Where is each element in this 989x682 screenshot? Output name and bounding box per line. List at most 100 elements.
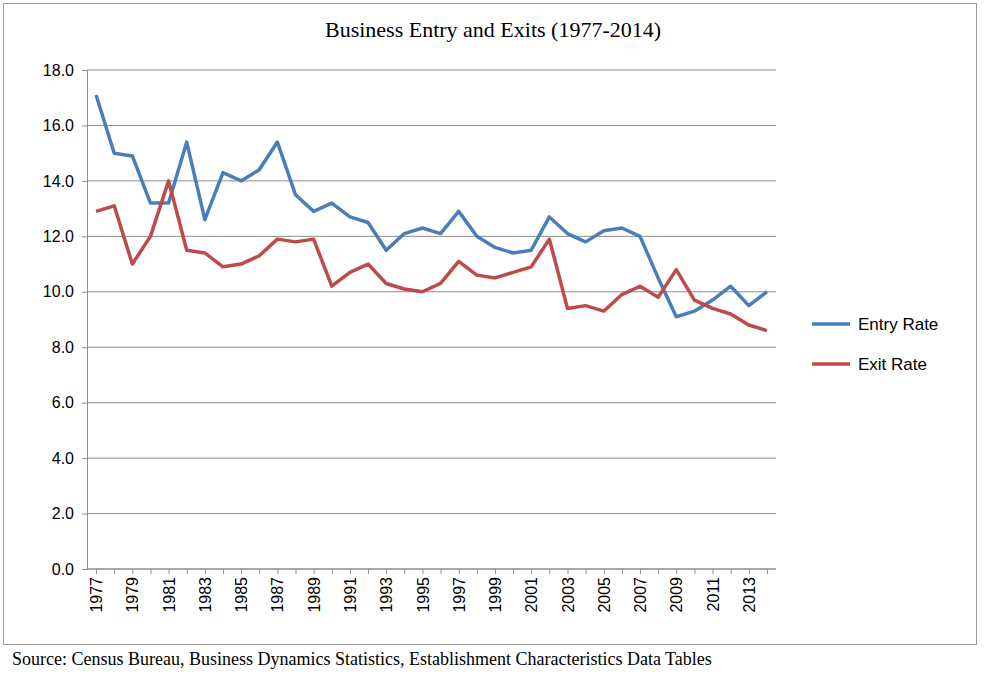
- y-tick-mark: [82, 236, 87, 237]
- x-tick: [586, 569, 587, 574]
- y-tick: 0.0: [52, 561, 87, 578]
- grid-line: [87, 70, 776, 71]
- y-tick: 4.0: [52, 450, 87, 467]
- x-tick-label: 1991: [342, 577, 359, 613]
- x-tick-mark: [386, 569, 387, 574]
- x-tick: 1977: [88, 569, 105, 613]
- grid-line: [87, 180, 776, 181]
- y-tick-label: 2.0: [52, 505, 74, 522]
- y-tick-mark: [82, 181, 87, 182]
- x-tick-label: 1985: [233, 577, 250, 613]
- x-tick-mark: [622, 569, 623, 574]
- x-tick-mark: [513, 569, 514, 574]
- series-line: [96, 181, 767, 331]
- x-tick-mark: [223, 569, 224, 574]
- x-tick-mark: [205, 569, 206, 574]
- x-tick: [658, 569, 659, 574]
- x-tick: 1991: [342, 569, 359, 613]
- x-tick: [114, 569, 115, 574]
- x-tick: [223, 569, 224, 574]
- legend: Entry RateExit Rate: [812, 315, 938, 374]
- x-tick-mark: [713, 569, 714, 574]
- x-tick: [150, 569, 151, 574]
- chart-frame: [4, 4, 977, 645]
- x-tick: 1981: [161, 569, 178, 613]
- x-tick-label: 1979: [124, 577, 141, 613]
- y-tick: 6.0: [52, 394, 87, 411]
- x-tick: 1993: [378, 569, 395, 613]
- x-tick: 2005: [596, 569, 613, 613]
- x-tick-mark: [132, 569, 133, 574]
- x-tick-mark: [586, 569, 587, 574]
- x-tick: [259, 569, 260, 574]
- x-tick-mark: [187, 569, 188, 574]
- y-tick: 16.0: [43, 117, 87, 134]
- x-tick: 1983: [197, 569, 214, 613]
- grid-line: [87, 236, 776, 237]
- x-tick-label: 2011: [705, 577, 722, 612]
- y-tick-mark: [82, 514, 87, 515]
- y-tick-label: 10.0: [43, 283, 74, 300]
- x-tick: 1979: [124, 569, 141, 613]
- x-tick-label: 2013: [741, 577, 758, 613]
- x-tick-mark: [658, 569, 659, 574]
- x-tick-label: 1999: [487, 577, 504, 613]
- x-tick-mark: [169, 569, 170, 574]
- x-tick-label: 1987: [269, 577, 286, 613]
- x-tick-mark: [749, 569, 750, 574]
- x-tick-label: 1977: [88, 577, 105, 613]
- x-tick-mark: [314, 569, 315, 574]
- x-tick-mark: [549, 569, 550, 574]
- x-tick: 2003: [560, 569, 577, 613]
- x-tick-mark: [477, 569, 478, 574]
- x-tick-mark: [441, 569, 442, 574]
- y-axis: 0.0 2.0 4.0 6.0 8.0 10.0 12.0 14.0 16.0 18.0: [43, 62, 88, 578]
- x-tick-mark: [604, 569, 605, 574]
- legend-swatch: [812, 362, 850, 366]
- x-tick-mark: [350, 569, 351, 574]
- y-axis-line: [82, 71, 88, 570]
- y-tick-label: 8.0: [52, 339, 74, 356]
- x-tick-label: 2001: [523, 577, 540, 613]
- x-tick-label: 1981: [161, 577, 178, 613]
- x-tick-mark: [368, 569, 369, 574]
- y-tick: 14.0: [43, 173, 87, 190]
- x-tick: 1987: [269, 569, 286, 613]
- x-tick-mark: [567, 569, 568, 574]
- x-tick: 1997: [451, 569, 468, 613]
- x-tick-mark: [404, 569, 405, 574]
- y-tick-mark: [82, 347, 87, 348]
- grid-line: [87, 291, 776, 292]
- grid: [87, 70, 776, 569]
- x-tick-label: 1997: [451, 577, 468, 613]
- x-tick-mark: [96, 569, 97, 574]
- y-tick-label: 18.0: [43, 62, 74, 79]
- y-tick-label: 6.0: [52, 394, 74, 411]
- x-tick-mark: [332, 569, 333, 574]
- y-tick-label: 0.0: [52, 561, 74, 578]
- legend-swatch: [812, 322, 850, 326]
- chart: Business Entry and Exits (1977-2014)0.02…: [0, 0, 989, 682]
- y-tick-label: 16.0: [43, 117, 74, 134]
- x-tick-mark: [422, 569, 423, 574]
- x-tick-mark: [296, 569, 297, 574]
- x-tick-mark: [114, 569, 115, 574]
- x-tick: [622, 569, 623, 574]
- x-tick-label: 2005: [596, 577, 613, 613]
- x-tick-label: 1995: [415, 577, 432, 613]
- grid-line: [87, 569, 776, 570]
- x-axis-line: [87, 569, 776, 570]
- x-tick: 1995: [415, 569, 432, 613]
- x-tick-mark: [241, 569, 242, 574]
- x-tick: 2001: [523, 569, 540, 613]
- y-tick-label: 12.0: [43, 228, 74, 245]
- y-tick: 18.0: [43, 62, 87, 79]
- y-tick-label: 4.0: [52, 450, 74, 467]
- y-tick: 8.0: [52, 339, 87, 356]
- x-tick-mark: [150, 569, 151, 574]
- x-tick-mark: [694, 569, 695, 574]
- x-tick: 2009: [668, 569, 685, 613]
- x-tick-label: 2003: [560, 577, 577, 613]
- legend-label: Entry Rate: [858, 315, 938, 334]
- x-tick-label: 2007: [632, 577, 649, 613]
